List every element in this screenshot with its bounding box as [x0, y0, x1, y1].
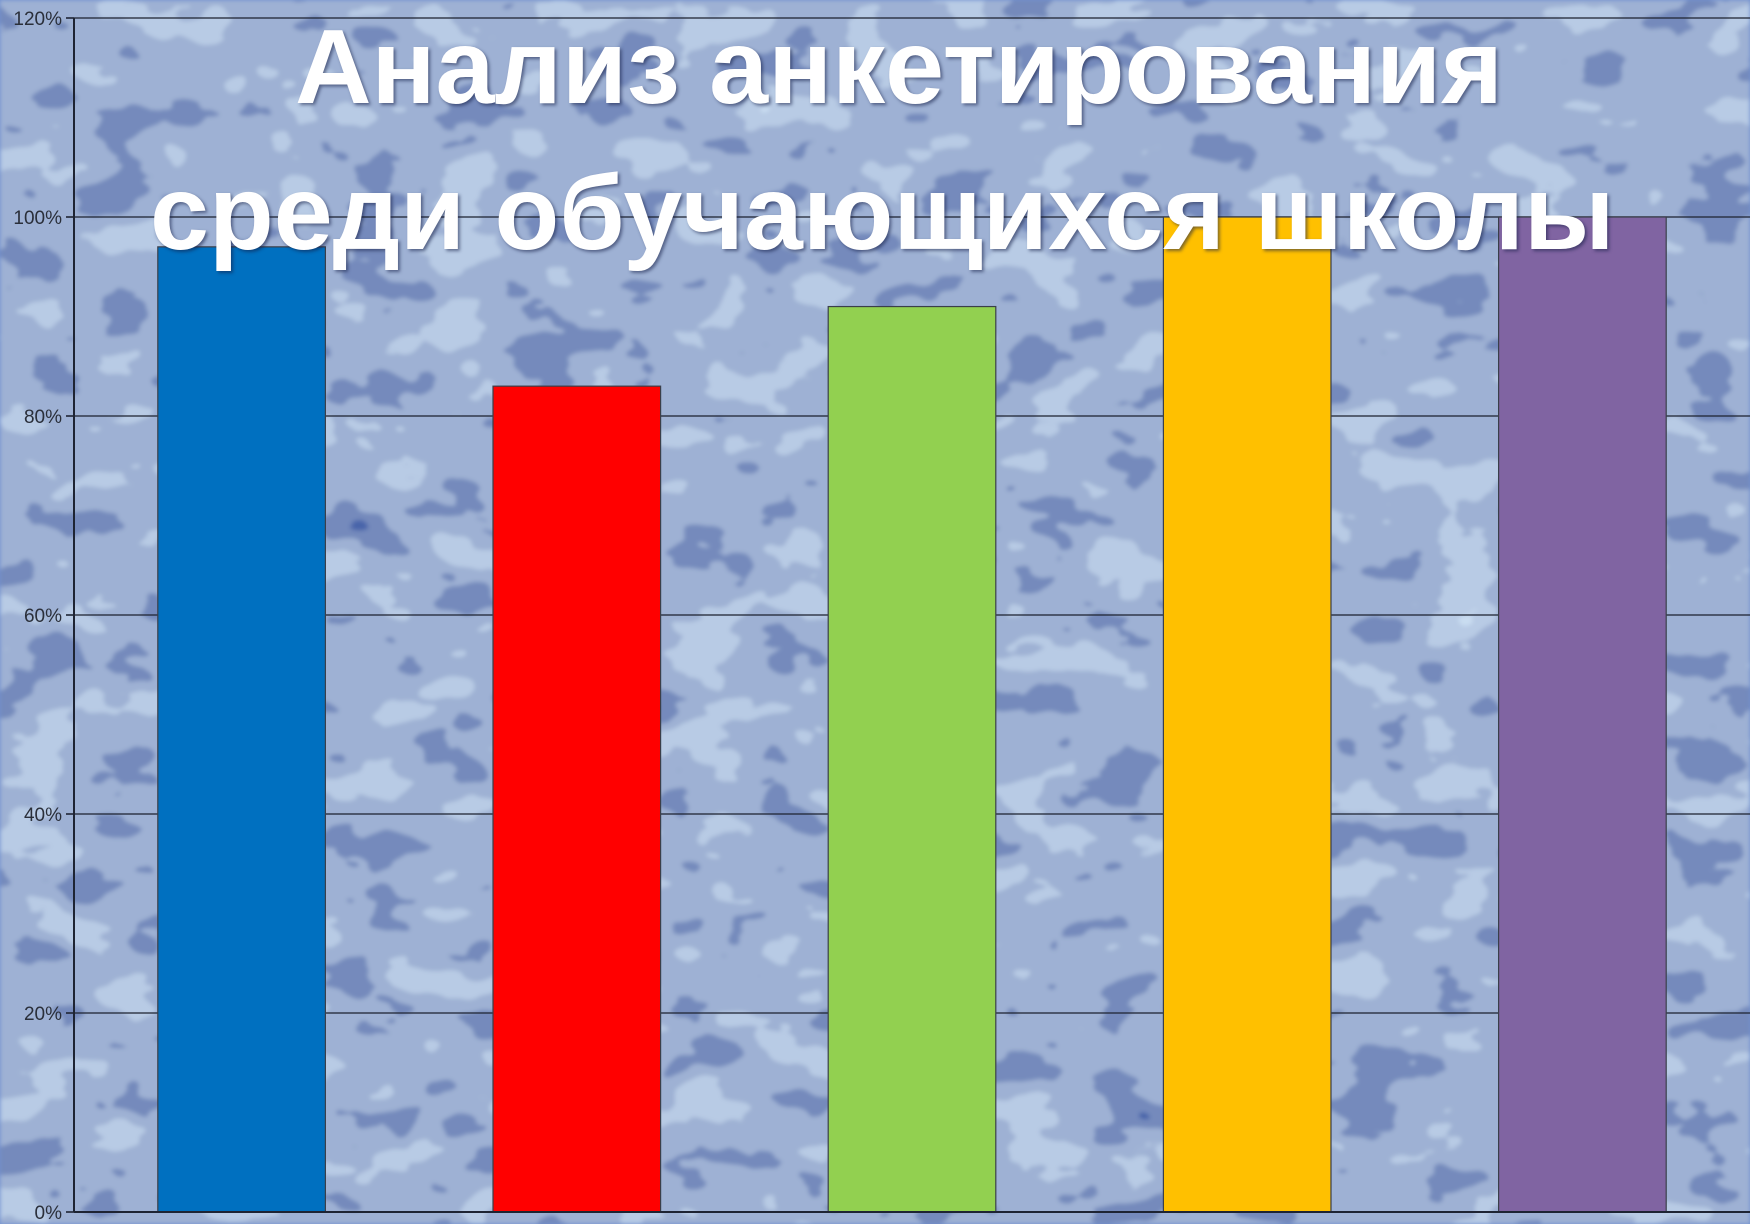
bar-3	[827, 305, 997, 1213]
y-tick-label: 40%	[24, 805, 62, 826]
y-tick-label: 0%	[35, 1203, 63, 1224]
bar-2	[492, 385, 662, 1213]
y-tick-label: 100%	[13, 208, 62, 229]
y-tick-label: 120%	[13, 9, 62, 30]
bar-5	[1497, 216, 1667, 1213]
chart-title-line-2: среди обучающихся школы	[150, 154, 1615, 272]
y-tick-label: 80%	[24, 407, 62, 428]
bar-4	[1162, 216, 1332, 1213]
y-tick-label: 20%	[24, 1004, 62, 1025]
y-axis-ticks: 0% 20% 40% 60% 80% 100% 120%	[13, 9, 74, 1224]
bar-1	[157, 246, 327, 1213]
y-tick-label: 60%	[24, 606, 62, 627]
bars	[157, 216, 1667, 1213]
chart-title-line-1: Анализ анкетирования	[294, 8, 1504, 126]
